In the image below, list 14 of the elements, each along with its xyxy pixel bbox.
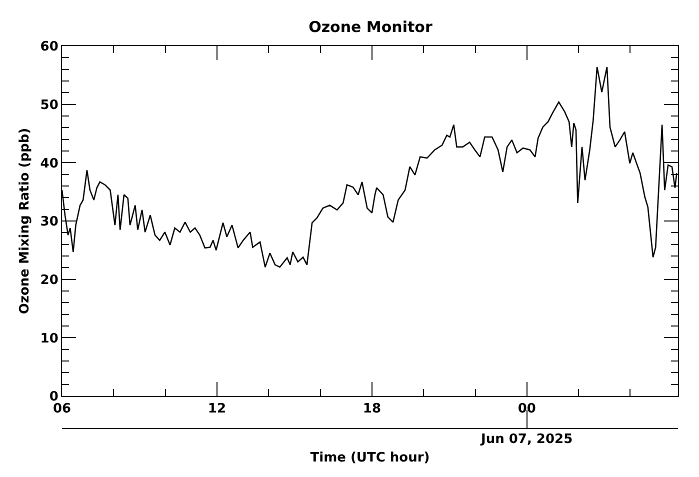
x-axis-title: Time (UTC hour) <box>310 450 430 466</box>
y-tick-label: 60 <box>40 40 58 55</box>
y-tick-label: 30 <box>40 214 58 230</box>
y-tick-label: 20 <box>40 272 58 288</box>
x-tick-label: 18 <box>362 402 381 417</box>
text: Jun 07, 2025 <box>480 432 573 447</box>
y-axis-title: Ozone Mixing Ratio (ppb) <box>17 128 32 314</box>
chart-title: Ozone Monitor <box>308 18 433 36</box>
y-tick-label: 40 <box>40 156 58 172</box>
y-tick-label: 10 <box>40 331 58 346</box>
x-tick-label: 12 <box>208 402 226 417</box>
x-tick-label: 00 <box>518 402 536 417</box>
x-tick-label: 06 <box>52 402 72 417</box>
y-tick-label: 50 <box>40 98 58 113</box>
